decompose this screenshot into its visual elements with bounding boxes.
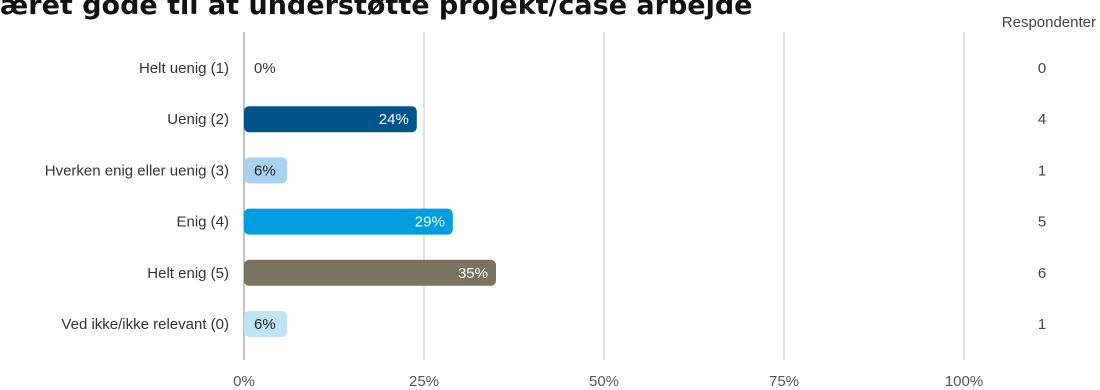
respondent-count: 1 <box>1038 162 1046 179</box>
category-label: Hverken enig eller uenig (3) <box>45 162 229 179</box>
category-label: Uenig (2) <box>167 111 229 128</box>
bar <box>244 259 496 286</box>
chart-title: æret gode til at understøtte projekt/cas… <box>0 0 753 21</box>
x-tick-label: 75% <box>769 373 799 390</box>
bar <box>244 157 288 184</box>
respondent-count: 0 <box>1038 60 1046 77</box>
x-tick-label: 100% <box>945 373 983 390</box>
data-label: 0% <box>254 60 276 77</box>
x-tick-label: 25% <box>409 373 439 390</box>
data-label: 6% <box>254 316 276 333</box>
bar <box>244 106 417 133</box>
x-tick-label: 50% <box>589 373 619 390</box>
bar <box>244 311 288 337</box>
data-label: 6% <box>254 162 276 179</box>
respondent-count: 4 <box>1038 111 1046 128</box>
respondent-count: 5 <box>1038 214 1046 231</box>
bar <box>244 208 453 235</box>
category-label: Enig (4) <box>176 214 229 231</box>
category-label: Helt enig (5) <box>147 265 229 282</box>
respondents-header: Respondenter <box>1001 14 1096 31</box>
respondent-count: 1 <box>1038 316 1046 333</box>
respondent-count: 6 <box>1038 265 1046 282</box>
category-label: Helt uenig (1) <box>139 60 229 77</box>
data-label: 29% <box>415 214 445 231</box>
data-label: 24% <box>379 111 409 128</box>
x-tick-label: 0% <box>233 373 255 390</box>
category-label: Ved ikke/ikke relevant (0) <box>61 316 229 333</box>
data-label: 35% <box>458 265 488 282</box>
